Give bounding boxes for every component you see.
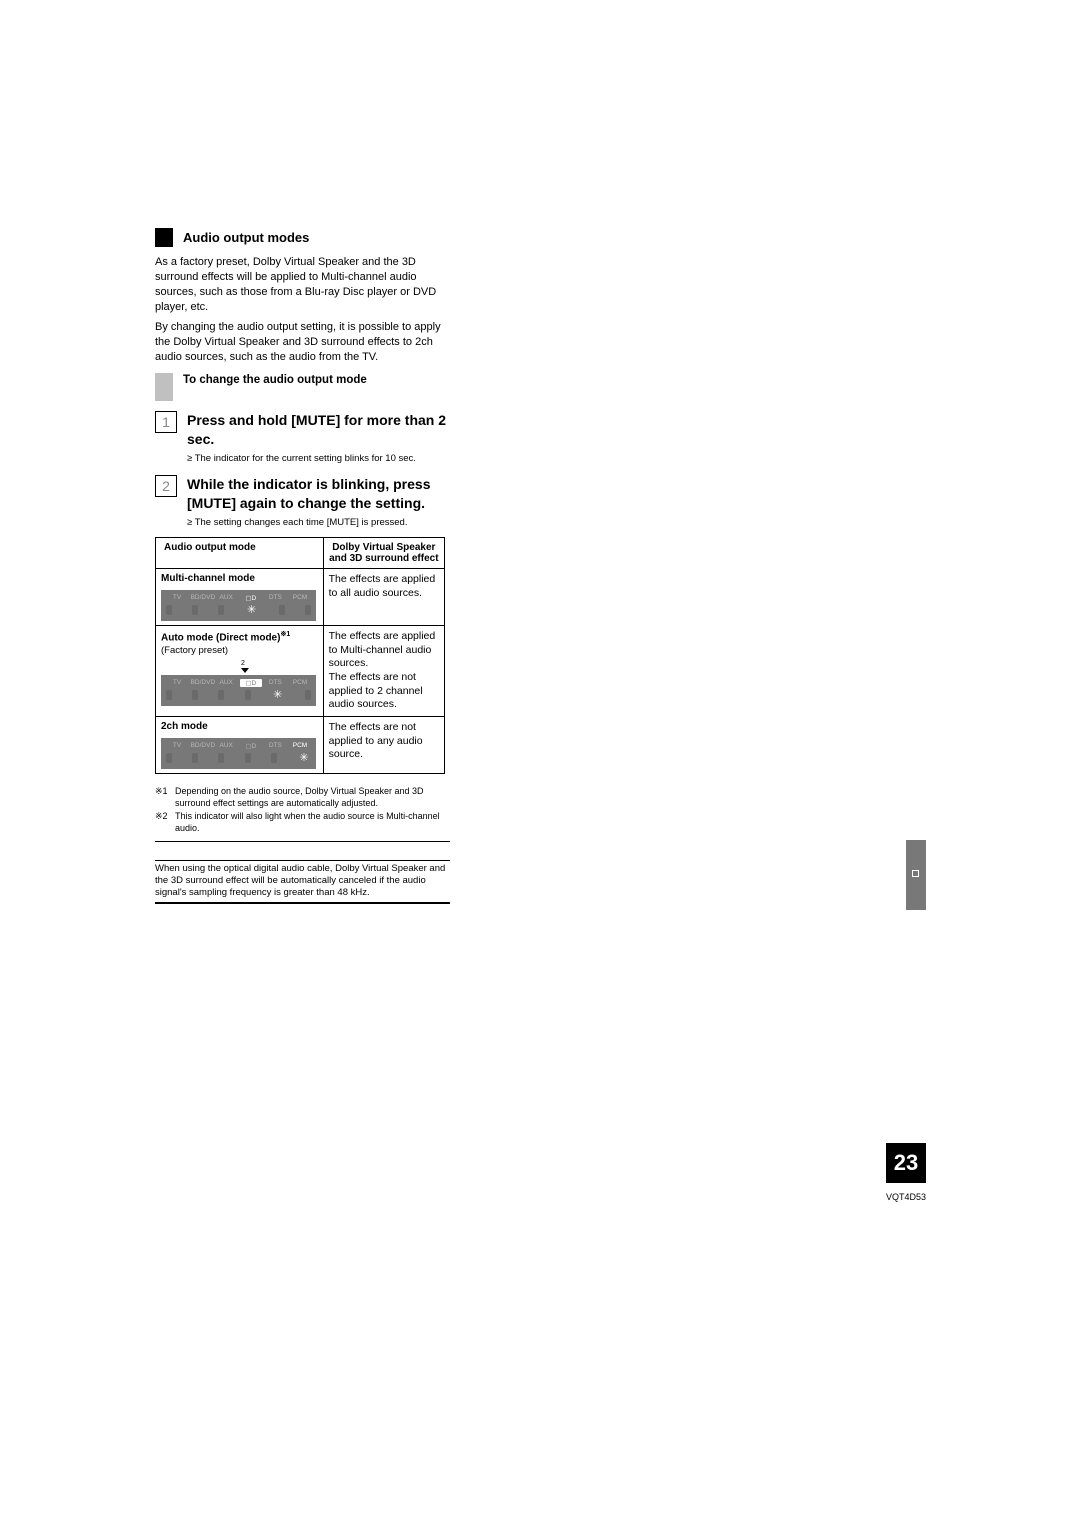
indicator-dot bbox=[192, 605, 198, 615]
step-2: 2 While the indicator is blinking, press… bbox=[155, 475, 450, 513]
intro-paragraph-2: By changing the audio output setting, it… bbox=[155, 320, 450, 365]
arrow-down-icon bbox=[241, 668, 249, 673]
end-note: When using the optical digital audio cab… bbox=[155, 860, 450, 904]
ind-label: PCM bbox=[289, 742, 311, 750]
page-number: 23 bbox=[886, 1143, 926, 1183]
indicator-dot bbox=[271, 753, 277, 763]
snowflake-icon: ✳ bbox=[245, 605, 259, 615]
step-2-title: While the indicator is blinking, press [… bbox=[187, 475, 450, 513]
footnote-1-text: Depending on the audio source, Dolby Vir… bbox=[175, 786, 450, 809]
step-1-bullet: The indicator for the current setting bl… bbox=[187, 453, 450, 465]
sub-heading-bar bbox=[155, 373, 173, 401]
ind-label: ▢D bbox=[240, 594, 262, 602]
ind-label: TV bbox=[166, 679, 188, 687]
indicator-dot bbox=[192, 753, 198, 763]
indicator-dot bbox=[218, 690, 224, 700]
row2-marker-2: 2 bbox=[233, 660, 253, 667]
ind-label: ▢D bbox=[240, 742, 262, 750]
side-tab-icon bbox=[912, 870, 919, 877]
step-1-title: Press and hold [MUTE] for more than 2 se… bbox=[187, 411, 450, 449]
footnote-2-label: ※2 bbox=[155, 811, 175, 834]
snowflake-icon: ✳ bbox=[297, 753, 311, 763]
heading-bar bbox=[155, 228, 173, 247]
ind-label: PCM bbox=[289, 594, 311, 602]
indicator-dot bbox=[218, 753, 224, 763]
row1-effect: The effects are applied to all audio sou… bbox=[323, 569, 444, 626]
indicator-panel-2ch: TV BD/DVD AUX ▢D DTS PCM ✳ bbox=[161, 738, 316, 769]
indicator-dot bbox=[218, 605, 224, 615]
step-2-number: 2 bbox=[155, 475, 177, 497]
indicator-dot bbox=[245, 690, 251, 700]
indicator-dot bbox=[305, 690, 311, 700]
indicator-dot bbox=[192, 690, 198, 700]
snowflake-icon: ✳ bbox=[271, 690, 285, 700]
side-tab bbox=[906, 840, 926, 910]
ind-label: TV bbox=[166, 594, 188, 602]
row2-effect: The effects are applied to Multi-channel… bbox=[323, 626, 444, 717]
indicator-dot bbox=[279, 605, 285, 615]
intro-paragraph-1: As a factory preset, Dolby Virtual Speak… bbox=[155, 255, 450, 314]
ind-label: PCM bbox=[289, 679, 311, 687]
indicator-panel-multi: TV BD/DVD AUX ▢D DTS PCM ✳ bbox=[161, 590, 316, 621]
ind-label: BD/DVD bbox=[191, 679, 213, 687]
indicator-dot bbox=[166, 690, 172, 700]
ind-label: AUX bbox=[215, 742, 237, 750]
ind-label: DTS bbox=[264, 742, 286, 750]
indicator-dot bbox=[305, 605, 311, 615]
ind-label: AUX bbox=[215, 679, 237, 687]
ind-label: DTS bbox=[264, 679, 286, 687]
row2-mode-sub: (Factory preset) bbox=[161, 645, 318, 656]
row3-effect: The effects are not applied to any audio… bbox=[323, 717, 444, 774]
ind-label: ▢D bbox=[240, 679, 262, 687]
row3-mode-title: 2ch mode bbox=[161, 721, 318, 732]
row1-mode-title: Multi-channel mode bbox=[161, 573, 318, 584]
table-row: 2ch mode TV BD/DVD AUX ▢D DTS PCM bbox=[156, 717, 445, 774]
footnote-2-text: This indicator will also light when the … bbox=[175, 811, 450, 834]
indicator-dot bbox=[166, 753, 172, 763]
indicator-dot bbox=[166, 605, 172, 615]
ind-label: AUX bbox=[215, 594, 237, 602]
table-col2-header: Dolby Virtual Speaker and 3D surround ef… bbox=[323, 538, 444, 569]
table-col1-header: Audio output mode bbox=[156, 538, 324, 569]
table-row: Multi-channel mode TV BD/DVD AUX ▢D DTS … bbox=[156, 569, 445, 626]
row2-mode-title: Auto mode (Direct mode)※1 bbox=[161, 630, 318, 643]
step-1: 1 Press and hold [MUTE] for more than 2 … bbox=[155, 411, 450, 449]
ind-label: BD/DVD bbox=[191, 742, 213, 750]
step-1-number: 1 bbox=[155, 411, 177, 433]
ind-label: TV bbox=[166, 742, 188, 750]
table-row: Auto mode (Direct mode)※1 (Factory prese… bbox=[156, 626, 445, 717]
audio-modes-table: Audio output mode Dolby Virtual Speaker … bbox=[155, 537, 445, 774]
document-code: VQT4D53 bbox=[886, 1192, 926, 1202]
section-heading-text: Audio output modes bbox=[183, 228, 309, 247]
sub-heading-text: To change the audio output mode bbox=[183, 373, 367, 388]
indicator-panel-auto: TV BD/DVD AUX ▢D DTS PCM ✳ bbox=[161, 675, 316, 706]
sub-heading-row: To change the audio output mode bbox=[155, 373, 450, 401]
step-2-bullet: The setting changes each time [MUTE] is … bbox=[187, 517, 450, 529]
footnote-1-label: ※1 bbox=[155, 786, 175, 809]
footnotes: ※1 Depending on the audio source, Dolby … bbox=[155, 786, 450, 842]
section-heading: Audio output modes bbox=[155, 228, 450, 247]
indicator-dot bbox=[245, 753, 251, 763]
ind-label: DTS bbox=[264, 594, 286, 602]
ind-label: BD/DVD bbox=[191, 594, 213, 602]
